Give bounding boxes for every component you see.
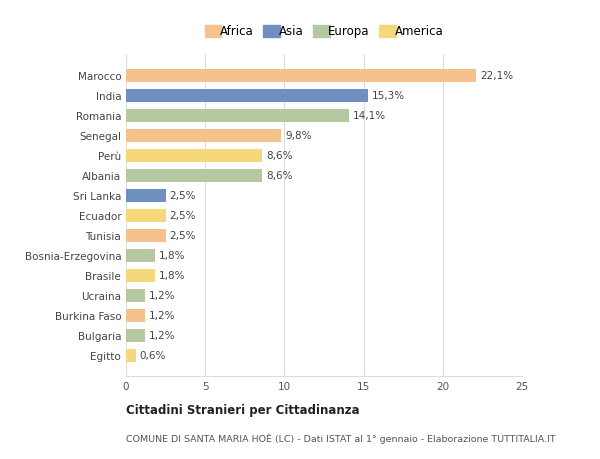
Bar: [126, 129, 281, 142]
Text: 14,1%: 14,1%: [353, 111, 386, 121]
Bar: [126, 229, 166, 242]
Text: 8,6%: 8,6%: [266, 171, 293, 181]
Text: 2,5%: 2,5%: [170, 211, 196, 221]
Text: 1,2%: 1,2%: [149, 330, 175, 340]
Text: 2,5%: 2,5%: [170, 231, 196, 241]
Bar: [126, 289, 145, 302]
Bar: [126, 70, 476, 83]
Text: 1,2%: 1,2%: [149, 310, 175, 320]
Text: 1,2%: 1,2%: [149, 291, 175, 301]
Bar: [126, 329, 145, 342]
Bar: [126, 189, 166, 202]
Text: 0,6%: 0,6%: [139, 350, 166, 360]
Text: Cittadini Stranieri per Cittadinanza: Cittadini Stranieri per Cittadinanza: [126, 403, 359, 416]
Text: COMUNE DI SANTA MARIA HOÈ (LC) - Dati ISTAT al 1° gennaio - Elaborazione TUTTITA: COMUNE DI SANTA MARIA HOÈ (LC) - Dati IS…: [126, 432, 556, 442]
Text: 2,5%: 2,5%: [170, 191, 196, 201]
Bar: [126, 349, 136, 362]
Bar: [126, 249, 155, 262]
Text: 22,1%: 22,1%: [480, 71, 513, 81]
Bar: [126, 309, 145, 322]
Bar: [126, 209, 166, 222]
Text: 15,3%: 15,3%: [373, 91, 406, 101]
Text: 9,8%: 9,8%: [285, 131, 311, 141]
Legend: Africa, Asia, Europa, America: Africa, Asia, Europa, America: [202, 22, 446, 40]
Bar: [126, 269, 155, 282]
Text: 1,8%: 1,8%: [158, 251, 185, 261]
Text: 8,6%: 8,6%: [266, 151, 293, 161]
Bar: [126, 169, 262, 182]
Bar: [126, 110, 349, 123]
Text: 1,8%: 1,8%: [158, 270, 185, 280]
Bar: [126, 90, 368, 102]
Bar: [126, 150, 262, 162]
